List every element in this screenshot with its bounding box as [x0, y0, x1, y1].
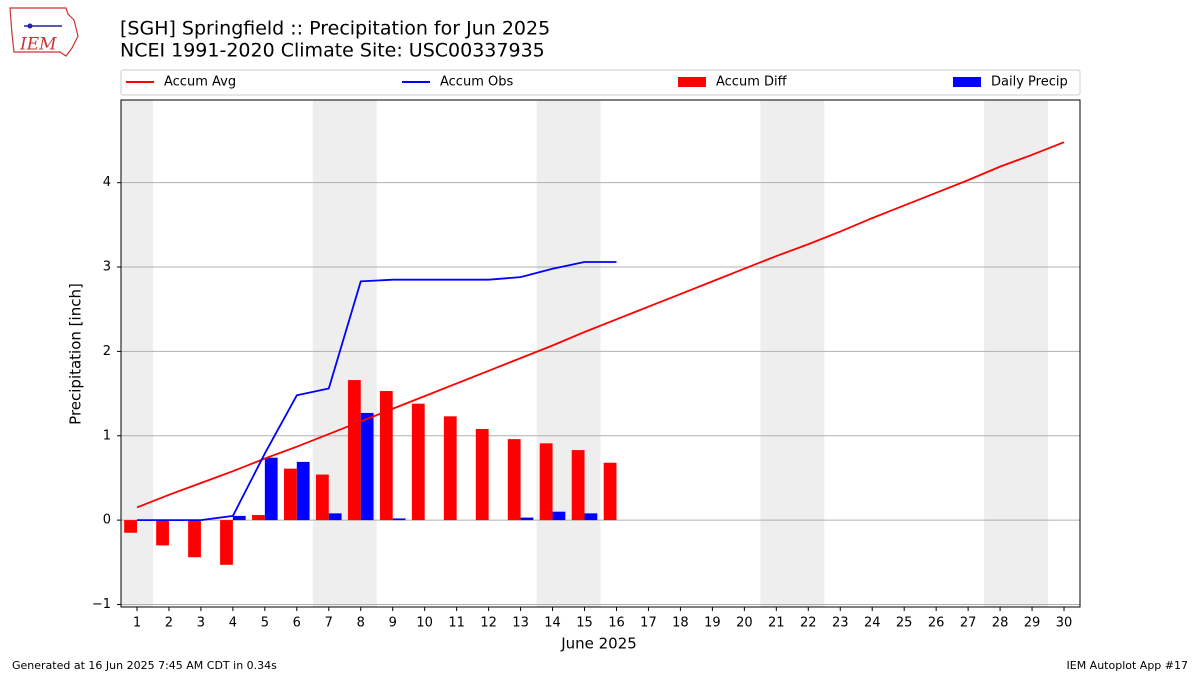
x-tick-label: 18	[672, 616, 689, 631]
bar	[328, 513, 342, 521]
x-tick-label: 20	[736, 616, 753, 631]
x-tick-label: 8	[357, 616, 365, 631]
bar	[552, 511, 566, 521]
x-tick-label: 28	[992, 616, 1009, 631]
bar	[264, 457, 278, 521]
line	[136, 261, 617, 522]
x-tick-label: 9	[389, 616, 397, 631]
bar	[520, 517, 534, 521]
x-tick-label: 29	[1024, 616, 1041, 631]
x-tick-label: 16	[608, 616, 625, 631]
weekend-shade	[536, 100, 601, 607]
weekend-shade	[760, 100, 825, 607]
x-tick-label: 2	[165, 616, 173, 631]
bar	[347, 380, 361, 521]
logo: IEM	[9, 7, 79, 57]
x-tick-label: 4	[229, 616, 237, 631]
x-tick-label: 25	[896, 616, 913, 631]
bar	[284, 468, 297, 521]
x-tick-label: 15	[576, 616, 593, 631]
line	[136, 141, 1065, 509]
bar	[392, 518, 406, 521]
x-tick-label: 30	[1056, 616, 1073, 631]
x-tick-label: 6	[293, 616, 301, 631]
legend-swatch	[953, 77, 981, 87]
x-tick-label: 24	[864, 616, 881, 631]
x-tick-label: 1	[133, 616, 141, 631]
bar	[232, 515, 246, 521]
bar	[124, 520, 137, 533]
footer-left: Generated at 16 Jun 2025 7:45 AM CDT in …	[12, 659, 277, 672]
y-tick-label: 4	[103, 175, 111, 190]
bar	[443, 416, 457, 521]
x-tick-label: 21	[768, 616, 785, 631]
bar	[296, 461, 310, 521]
weekend-shade	[984, 100, 1049, 607]
bar	[188, 520, 201, 558]
bar	[507, 439, 521, 521]
legend-label: Accum Diff	[716, 75, 788, 90]
x-tick-label: 14	[544, 616, 561, 631]
bar	[360, 412, 374, 521]
x-tick-label: 26	[928, 616, 945, 631]
plot-frame	[120, 99, 1081, 608]
y-tick-label: 0	[103, 513, 111, 528]
y-tick-label: 3	[103, 260, 111, 275]
chart-title: [SGH] Springfield :: Precipitation for J…	[120, 18, 550, 40]
footer-right: IEM Autoplot App #17	[1067, 659, 1189, 672]
bar	[539, 443, 553, 521]
x-tick-label: 10	[416, 616, 433, 631]
bar	[156, 520, 169, 546]
y-tick-label: 2	[103, 344, 111, 359]
x-axis-label: June 2025	[560, 635, 637, 653]
chart-subtitle: NCEI 1991-2020 Climate Site: USC00337935	[120, 40, 545, 62]
x-tick-label: 5	[261, 616, 269, 631]
weekend-shade	[312, 100, 377, 607]
bar	[603, 462, 617, 521]
x-tick-label: 22	[800, 616, 817, 631]
x-tick-label: 11	[448, 616, 465, 631]
x-tick-label: 3	[197, 616, 205, 631]
bar	[475, 429, 489, 521]
x-tick-label: 17	[640, 616, 657, 631]
y-tick-label: 1	[103, 428, 111, 443]
y-axis-label: Precipitation [inch]	[67, 283, 85, 425]
bar	[584, 513, 598, 521]
x-tick-label: 23	[832, 616, 849, 631]
legend-box	[120, 69, 1081, 96]
bar	[379, 391, 393, 521]
x-tick-label: 13	[512, 616, 529, 631]
logo-dot	[27, 23, 33, 29]
x-tick-label: 19	[704, 616, 721, 631]
logo-outline	[9, 7, 79, 57]
x-tick-label: 7	[325, 616, 333, 631]
bar	[252, 515, 265, 521]
legend-label: Daily Precip	[991, 75, 1068, 90]
x-tick-label: 12	[480, 616, 497, 631]
bar	[411, 403, 425, 521]
x-tick-label: 27	[960, 616, 977, 631]
bar	[315, 474, 329, 521]
bar	[220, 520, 233, 565]
legend-swatch	[678, 77, 706, 87]
legend-label: Accum Avg	[164, 75, 236, 90]
y-tick-label: −1	[92, 597, 111, 612]
legend-label: Accum Obs	[440, 75, 513, 90]
bar	[571, 450, 585, 521]
logo-text: IEM	[19, 35, 57, 55]
